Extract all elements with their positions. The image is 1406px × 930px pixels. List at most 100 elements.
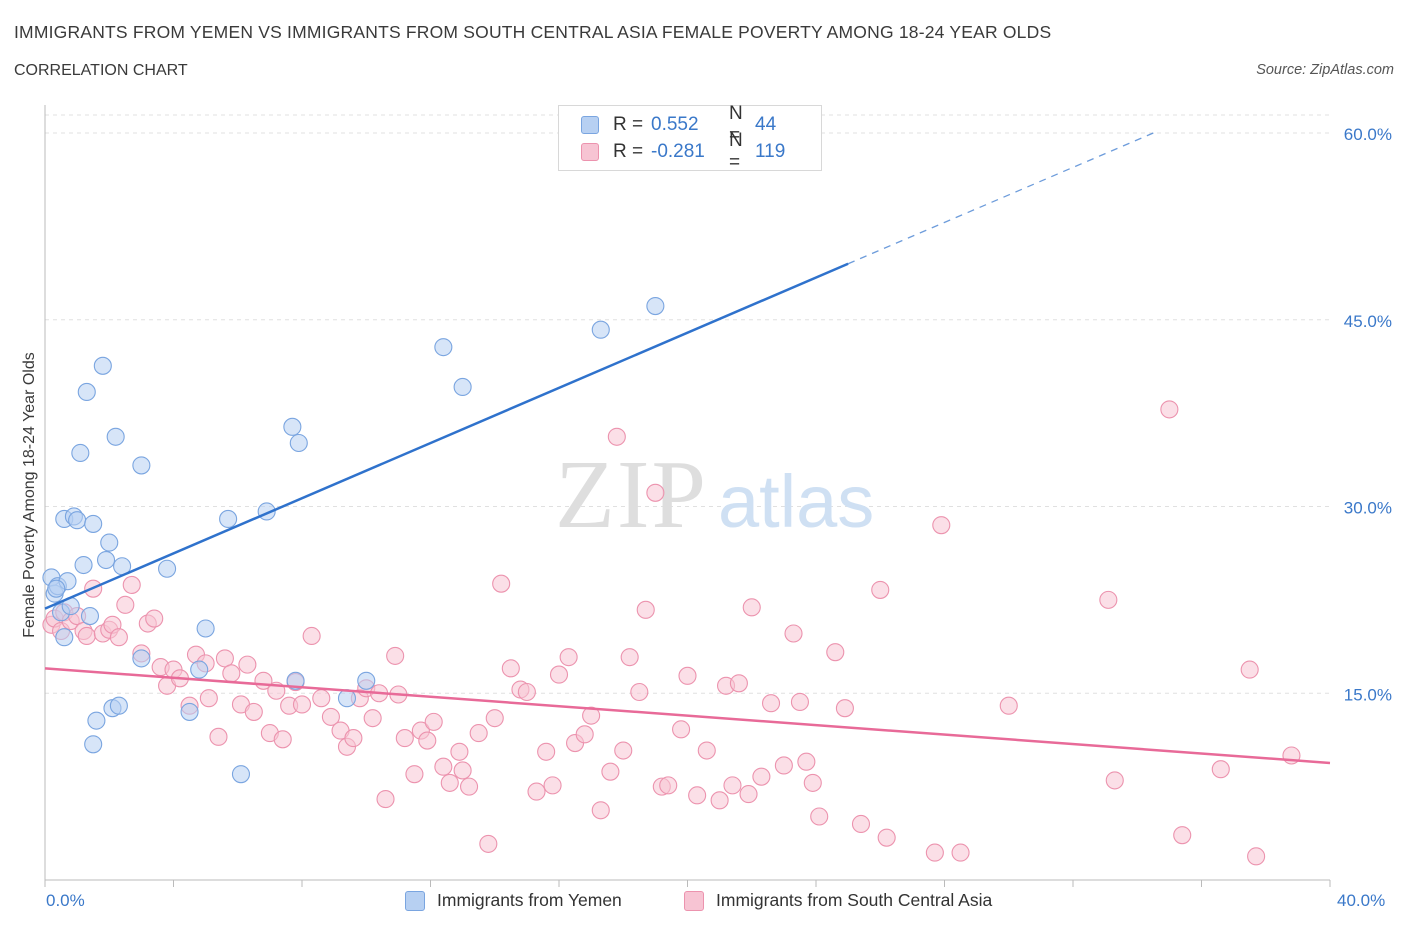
south-central-asia-point-63: [479, 834, 498, 853]
south-central-asia-point-89: [688, 786, 707, 805]
yemen-point-13: [80, 607, 100, 626]
legend-r-value: 0.552: [651, 114, 699, 135]
trend-lines: [44, 132, 1331, 765]
yemen-point-10: [71, 443, 90, 463]
bottom-legend-swatch-pink: [684, 890, 704, 911]
yemen-point-35: [289, 433, 308, 453]
south-central-asia-point-86: [659, 776, 678, 795]
south-central-asia-point-98: [761, 694, 781, 713]
source-credit: Source: ZipAtlas.com: [1256, 62, 1394, 78]
y-tick-labels: 15.0% 30.0% 45.0% 60.0%: [1344, 125, 1392, 704]
watermark: ZIP atlas: [555, 441, 874, 549]
south-central-asia-point-80: [614, 741, 633, 760]
south-central-asia-point-119: [1240, 660, 1259, 679]
bottom-legend-yemen: Immigrants from Yemen: [405, 890, 622, 911]
south-central-asia-point-82: [630, 682, 649, 702]
grid-lines: [45, 114, 1330, 694]
correlation-legend: R = 0.552 N = 44 R = -0.281 N = 119: [558, 103, 822, 173]
yemen-point-33: [283, 417, 302, 436]
yemen-point-24: [132, 456, 151, 475]
south-central-asia-point-65: [492, 574, 511, 593]
south-central-asia-point-58: [440, 773, 459, 792]
south-central-asia-point-79: [607, 427, 626, 446]
axes: [44, 105, 1331, 887]
south-central-asia-point-66: [501, 659, 520, 678]
south-central-asia-point-68: [517, 682, 536, 702]
south-central-asia-point-105: [826, 643, 845, 662]
south-central-asia-point-94: [729, 674, 748, 693]
legend-swatch-blue: [581, 116, 599, 134]
watermark-zip: ZIP: [555, 441, 708, 549]
south-central-asia-point-111: [932, 516, 951, 535]
yemen-point-4: [55, 628, 74, 647]
watermark-atlas: atlas: [718, 460, 874, 543]
yemen-point-25: [132, 649, 151, 668]
south-central-asia-point-84: [646, 483, 665, 502]
x-tick-label-min: 0.0%: [46, 891, 85, 910]
south-central-asia-point-83: [636, 600, 655, 619]
south-central-asia-point-39: [302, 626, 321, 646]
south-central-asia-point-69: [527, 782, 546, 801]
south-central-asia-point-27: [215, 649, 234, 668]
bottom-legend-south-central-asia: Immigrants from South Central Asia: [684, 890, 992, 911]
yemen-point-34: [286, 671, 305, 690]
south-central-asia-point-62: [469, 724, 488, 743]
south-central-asia-point-41: [321, 707, 340, 726]
south-central-asia-point-120: [1247, 847, 1266, 866]
legend-n-value: 119: [755, 141, 786, 162]
bottom-legend-swatch-blue: [405, 890, 425, 911]
south-central-asia-point-50: [386, 646, 405, 665]
south-central-asia-point-106: [835, 699, 854, 718]
south-central-asia-point-47: [363, 709, 382, 728]
y-axis-label: Female Poverty Among 18-24 Year Olds: [21, 352, 38, 638]
yemen-point-41: [646, 297, 665, 316]
south-central-asia-point-52: [395, 729, 414, 748]
south-central-asia-point-49: [376, 790, 395, 809]
south-central-asia-point-56: [424, 712, 443, 731]
south-central-asia-point-31: [244, 702, 263, 721]
chart-title: IMMIGRANTS FROM YEMEN VS IMMIGRANTS FROM…: [14, 22, 1052, 42]
legend-r-label: R =: [613, 114, 644, 135]
south-central-asia-point-91: [710, 791, 729, 810]
south-central-asia-point-60: [453, 761, 472, 780]
south-central-asia-point-109: [877, 828, 896, 847]
south-central-asia-point-53: [405, 765, 424, 784]
south-central-asia-point-70: [537, 742, 556, 761]
yemen-point-39: [453, 377, 472, 397]
south-central-asia-point-75: [575, 725, 594, 744]
yemen-point-38: [434, 338, 453, 357]
south-central-asia-point-100: [784, 624, 803, 643]
south-central-asia-point-73: [559, 648, 578, 667]
south-central-asia-point-108: [871, 580, 890, 599]
south-central-asia-point-44: [344, 729, 363, 748]
yemen-point-15: [84, 735, 103, 754]
yemen-point-21: [106, 427, 125, 446]
south-central-asia-point-17: [145, 609, 164, 628]
yemen-point-31: [231, 765, 251, 784]
south-central-asia-point-118: [1211, 760, 1230, 779]
south-central-asia-point-76: [582, 706, 601, 725]
yemen-point-37: [357, 671, 376, 690]
yemen-point-27: [180, 702, 199, 721]
south-central-asia-point-77: [591, 801, 610, 820]
chart-subtitle: CORRELATION CHART: [14, 62, 188, 79]
yemen-point-16: [87, 711, 106, 730]
south-central-asia-point-102: [797, 752, 816, 771]
yemen-point-11: [74, 555, 93, 575]
south-central-asia-point-26: [209, 727, 228, 746]
south-central-asia-point-81: [620, 648, 639, 667]
yemen-point-17: [93, 356, 112, 375]
bottom-legend-label-yemen: Immigrants from Yemen: [437, 890, 622, 910]
legend-r-label: R =: [613, 141, 644, 162]
south-central-asia-point-88: [678, 666, 697, 685]
yemen-point-14: [84, 514, 103, 533]
yemen-point-9: [68, 511, 87, 530]
south-central-asia-point-13: [116, 595, 135, 614]
south-central-asia-point-116: [1160, 400, 1179, 419]
south-central-asia-point-61: [459, 777, 479, 796]
south-central-asia-point-101: [790, 692, 809, 712]
south-central-asia-point-115: [1105, 771, 1124, 790]
south-central-asia-point-95: [739, 785, 758, 804]
south-central-asia-point-93: [723, 776, 742, 795]
